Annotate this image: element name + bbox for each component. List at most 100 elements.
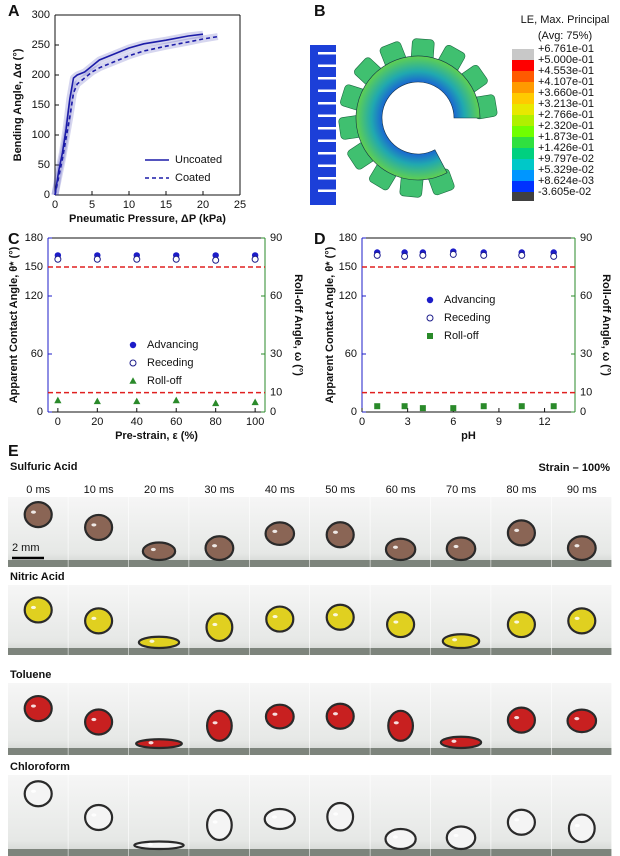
y-tick-label: 50 (38, 159, 50, 171)
x-axis-label: Pneumatic Pressure, ΔP (kPa) (69, 213, 226, 225)
droplet (264, 703, 295, 730)
legend-label: Receding (444, 312, 490, 324)
droplet (506, 610, 537, 639)
marker (133, 397, 141, 405)
droplet-highlight (91, 717, 97, 722)
substrate (68, 748, 129, 755)
droplet-highlight (393, 721, 399, 725)
legend-label: Uncoated (175, 154, 222, 166)
marker (374, 403, 381, 410)
droplet-highlight (574, 823, 580, 828)
droplet (137, 635, 181, 650)
droplet-highlight (574, 717, 580, 721)
droplet-highlight (332, 613, 338, 617)
marker (449, 250, 457, 258)
y-axis-label: Apparent Contact Angle, θ* (°) (324, 246, 336, 403)
marker (401, 252, 409, 260)
droplet-highlight (333, 812, 339, 816)
droplet-highlight (514, 528, 520, 533)
droplet (325, 702, 355, 730)
substrate (189, 748, 249, 755)
x-tick-label: 5 (89, 199, 95, 211)
y-tick-label: 120 (25, 290, 43, 302)
substrate (370, 560, 431, 567)
y-tick-label: 0 (37, 406, 43, 418)
strain-label: Strain – 100% (538, 462, 610, 474)
marker (129, 377, 137, 384)
droplet-highlight (392, 835, 398, 839)
droplet (141, 541, 177, 562)
slot (318, 77, 336, 80)
droplet-highlight (451, 739, 457, 743)
substrate (8, 849, 68, 856)
slot (318, 89, 336, 92)
marker (426, 314, 434, 322)
substrate (189, 560, 249, 567)
y2-tick-label: 30 (580, 348, 592, 360)
colormap-band (512, 137, 534, 148)
y-tick-label: 250 (32, 39, 50, 51)
droplet (384, 537, 417, 562)
x-axis-label: Pre-strain, ε (%) (115, 430, 198, 442)
x-tick-label: 0 (359, 416, 365, 428)
x-tick-label: 20 (197, 199, 209, 211)
droplet-highlight (332, 712, 338, 716)
droplet (506, 706, 537, 734)
substrate (430, 748, 491, 755)
droplet (83, 708, 114, 736)
slot (318, 164, 336, 167)
gear-ring (355, 55, 481, 181)
substrate (551, 560, 612, 567)
substrate (249, 560, 310, 567)
droplet (326, 801, 355, 832)
marker (172, 255, 180, 263)
time-label: 50 ms (325, 484, 355, 496)
x-tick-label: 60 (170, 416, 182, 428)
legend-label: Roll-off (147, 375, 183, 387)
droplet-highlight (30, 789, 36, 793)
colormap-band (512, 170, 534, 181)
substrate (189, 849, 249, 856)
droplet-highlight (574, 544, 580, 548)
droplet-highlight (332, 530, 338, 534)
y2-tick-label: 0 (580, 406, 586, 418)
substrate (68, 648, 129, 655)
colormap-band (512, 49, 534, 60)
slot (318, 177, 336, 180)
legend-label: Receding (147, 357, 193, 369)
row-label: Sulfuric Acid (10, 461, 77, 473)
legend-label: Advancing (444, 294, 495, 306)
colormap-label: +5.000e-01 (538, 54, 594, 66)
marker (373, 251, 381, 259)
time-label: 0 ms (26, 484, 50, 496)
y-tick-label: 60 (345, 348, 357, 360)
x-tick-label: 0 (52, 199, 58, 211)
colormap-band (512, 60, 534, 71)
x-tick-label: 6 (450, 416, 456, 428)
time-label: 10 ms (84, 484, 114, 496)
droplet-highlight (452, 638, 458, 642)
substrate (491, 748, 551, 755)
colormap-band (512, 148, 534, 159)
droplet (204, 535, 235, 562)
marker (212, 256, 220, 264)
colormap-band (512, 71, 534, 82)
substrate (249, 748, 310, 755)
droplet (265, 605, 295, 633)
substrate (128, 648, 189, 655)
marker (54, 255, 62, 263)
y2-tick-label: 90 (270, 232, 282, 244)
droplet (23, 596, 53, 624)
droplet-highlight (514, 620, 520, 624)
colormap-label: +8.624e-03 (538, 175, 594, 187)
colormap-label: +2.320e-01 (538, 120, 594, 132)
colormap-label: +1.426e-01 (538, 142, 594, 154)
colormap-label: -3.605e-02 (538, 186, 591, 198)
colormap-band (512, 115, 534, 126)
y2-axis-label: Roll-off Angle, ω (°) (292, 274, 304, 376)
marker (93, 255, 101, 263)
substrate (310, 748, 370, 755)
y2-tick-label: 60 (580, 290, 592, 302)
droplet-highlight (272, 614, 278, 619)
